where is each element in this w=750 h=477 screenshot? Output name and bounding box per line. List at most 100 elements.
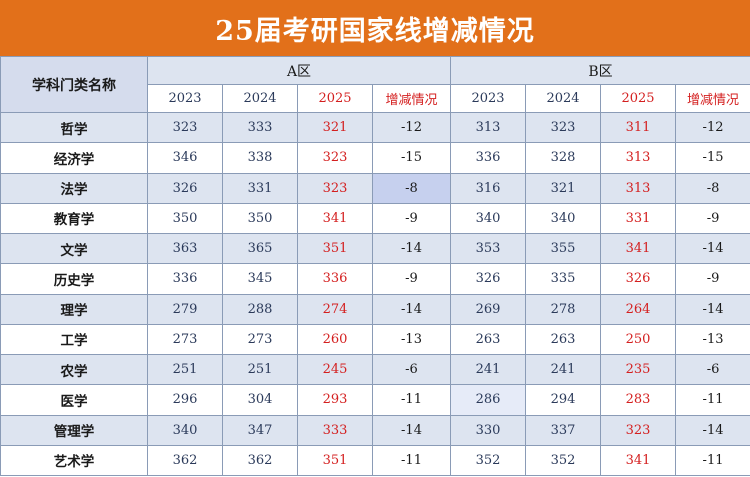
region-b-2024-cell: 321 <box>525 172 601 204</box>
region-a-year-2024-header: 2024 <box>222 84 298 113</box>
region-a-2025-cell: 323 <box>297 142 373 174</box>
table-row: 医学 296 304 293 -11 286 294 283 -11 <box>0 384 750 416</box>
region-a-2023-cell: 323 <box>147 111 223 144</box>
region-a-2025-cell: 341 <box>297 202 373 235</box>
region-b-2024-cell: 328 <box>525 142 601 174</box>
table-row: 文学 363 365 351 -14 353 355 341 -14 <box>0 232 750 265</box>
region-b-2024-cell: 352 <box>525 444 601 477</box>
region-a-change-cell: -15 <box>372 142 451 174</box>
region-a-2024-cell: 345 <box>222 263 298 295</box>
subject-cell: 教育学 <box>0 202 148 235</box>
region-b-2023-cell: 340 <box>450 202 526 235</box>
region-b-2024-cell: 355 <box>525 232 601 265</box>
region-a-change-cell: -14 <box>372 293 451 325</box>
region-b-2023-cell: 316 <box>450 172 526 204</box>
region-a-2024-cell: 365 <box>222 232 298 265</box>
region-a-2024-cell: 333 <box>222 111 298 144</box>
region-b-2025-cell: 250 <box>600 323 676 356</box>
region-b-2025-cell: 313 <box>600 172 676 204</box>
region-b-change-cell: -14 <box>674 293 750 325</box>
region-a-2025-cell: 260 <box>297 323 373 356</box>
region-b-2023-cell: 330 <box>450 414 526 446</box>
region-b-header: B区 <box>449 56 750 85</box>
region-b-2023-cell: 263 <box>450 323 526 356</box>
region-b-2025-cell: 313 <box>600 142 676 174</box>
region-b-2024-cell: 337 <box>525 414 601 446</box>
region-a-2024-cell: 338 <box>222 142 298 174</box>
region-b-2025-cell: 341 <box>600 232 676 265</box>
table-row: 农学 251 251 245 -6 241 241 235 -6 <box>0 353 750 386</box>
region-b-2025-cell: 283 <box>600 384 676 416</box>
page-title: 25届考研国家线增减情况 <box>0 0 750 56</box>
region-a-change-cell: -14 <box>372 414 451 446</box>
subject-cell: 艺术学 <box>0 444 148 477</box>
region-a-change-cell: -9 <box>372 202 451 235</box>
score-table: 学科门类名称 A区 B区 2023 2024 2025 增减情况 2023 20… <box>0 56 750 477</box>
region-a-2025-cell: 321 <box>297 111 373 144</box>
region-a-2023-cell: 326 <box>147 172 223 204</box>
region-b-2024-cell: 323 <box>525 111 601 144</box>
region-a-2023-cell: 340 <box>147 414 223 446</box>
region-a-change-cell: -11 <box>372 444 451 477</box>
region-b-2025-cell: 235 <box>600 353 676 386</box>
region-b-change-cell: -14 <box>674 414 750 446</box>
subject-cell: 管理学 <box>0 414 148 446</box>
subject-column-header: 学科门类名称 <box>0 56 148 113</box>
region-a-change-cell: -6 <box>372 353 451 386</box>
region-b-2024-cell: 340 <box>525 202 601 235</box>
region-a-2023-cell: 251 <box>147 353 223 386</box>
table-row: 艺术学 362 362 351 -11 352 352 341 -11 <box>0 444 750 477</box>
region-b-year-2024-header: 2024 <box>525 84 601 113</box>
region-b-2025-cell: 326 <box>600 263 676 295</box>
region-b-change-cell: -9 <box>674 263 750 295</box>
region-a-2024-cell: 350 <box>222 202 298 235</box>
region-a-2024-cell: 347 <box>222 414 298 446</box>
region-b-year-2025-header: 2025 <box>600 84 676 113</box>
region-a-2025-cell: 336 <box>297 263 373 295</box>
region-b-change-cell: -13 <box>674 323 750 356</box>
subject-cell: 经济学 <box>0 142 148 174</box>
subject-cell: 法学 <box>0 172 148 204</box>
region-b-2023-cell: 269 <box>450 293 526 325</box>
region-b-2023-cell: 326 <box>450 263 526 295</box>
region-b-2023-cell: 353 <box>450 232 526 265</box>
region-b-2023-cell: 336 <box>450 142 526 174</box>
region-a-2025-cell: 245 <box>297 353 373 386</box>
subject-cell: 农学 <box>0 353 148 386</box>
region-b-change-cell: -11 <box>674 444 750 477</box>
region-b-2023-cell: 241 <box>450 353 526 386</box>
region-a-2024-cell: 251 <box>222 353 298 386</box>
table-row: 工学 273 273 260 -13 263 263 250 -13 <box>0 323 750 356</box>
region-a-2024-cell: 304 <box>222 384 298 416</box>
subject-cell: 工学 <box>0 323 148 356</box>
region-b-2024-cell: 263 <box>525 323 601 356</box>
table-body: 哲学 323 333 321 -12 313 323 311 -12 经济学 346 338 323 -1… <box>0 111 750 477</box>
table-row: 哲学 323 333 321 -12 313 323 311 -12 <box>0 111 750 144</box>
region-a-change-cell: -12 <box>372 111 451 144</box>
region-a-change-cell: -13 <box>372 323 451 356</box>
region-a-change-cell: -8 <box>372 172 451 204</box>
region-a-2025-cell: 351 <box>297 444 373 477</box>
region-b-change-cell: -12 <box>674 111 750 144</box>
region-a-2024-cell: 362 <box>222 444 298 477</box>
table-row: 教育学 350 350 341 -9 340 340 331 -9 <box>0 202 750 235</box>
region-a-2023-cell: 279 <box>147 293 223 325</box>
region-b-2025-cell: 323 <box>600 414 676 446</box>
region-b-2024-cell: 335 <box>525 263 601 295</box>
region-a-2023-cell: 296 <box>147 384 223 416</box>
region-a-2025-cell: 274 <box>297 293 373 325</box>
subject-cell: 医学 <box>0 384 148 416</box>
region-a-2025-cell: 333 <box>297 414 373 446</box>
region-a-change-header: 增减情况 <box>372 84 451 113</box>
table-row: 理学 279 288 274 -14 269 278 264 -14 <box>0 293 750 325</box>
region-a-2023-cell: 273 <box>147 323 223 356</box>
region-a-change-cell: -11 <box>372 384 451 416</box>
table-row: 法学 326 331 323 -8 316 321 313 -8 <box>0 172 750 204</box>
region-b-change-cell: -15 <box>674 142 750 174</box>
region-b-2024-cell: 278 <box>525 293 601 325</box>
region-a-2023-cell: 346 <box>147 142 223 174</box>
region-a-2023-cell: 350 <box>147 202 223 235</box>
subject-cell: 文学 <box>0 232 148 265</box>
region-a-2023-cell: 363 <box>147 232 223 265</box>
region-b-change-cell: -6 <box>674 353 750 386</box>
